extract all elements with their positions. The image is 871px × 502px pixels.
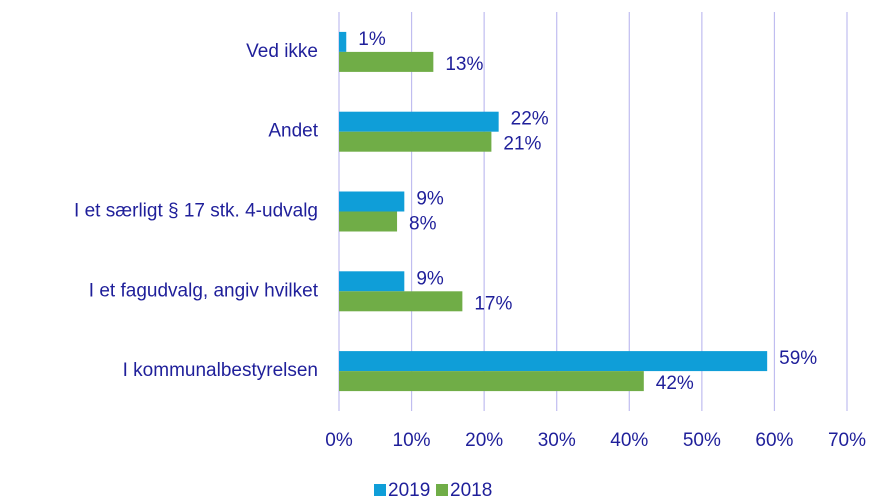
x-tick-label: 0% [325,430,353,451]
bar [339,191,405,212]
bar [339,51,434,72]
legend-swatch [436,484,448,496]
x-tick-label: 40% [610,430,648,451]
bar [339,291,463,312]
bar [339,351,768,372]
legend-label: 2019 [388,480,430,501]
data-label: 8% [409,214,437,235]
data-label: 9% [416,268,444,289]
data-label: 59% [779,348,817,369]
data-label: 21% [503,134,541,155]
x-tick-label: 30% [538,430,576,451]
legend-swatch [374,484,386,496]
bar [339,211,398,232]
x-tick-label: 20% [465,430,503,451]
category-label: Ved ikke [246,41,318,62]
data-label: 13% [445,54,483,75]
category-label: I et særligt § 17 stk. 4-udvalg [74,201,318,222]
data-label: 17% [474,293,512,314]
data-label: 9% [416,189,444,210]
category-label: Andet [268,121,318,142]
data-label: 1% [358,29,386,50]
x-tick-label: 10% [393,430,431,451]
bar [339,131,492,152]
bar [339,271,405,292]
legend-label: 2018 [450,480,492,501]
bar [339,111,499,132]
x-tick-label: 50% [683,430,721,451]
category-label: I kommunalbestyrelsen [123,360,318,381]
x-tick-label: 70% [828,430,866,451]
data-label: 42% [656,373,694,394]
category-label: I et fagudvalg, angiv hvilket [89,280,319,301]
bar [339,371,644,392]
bar [339,31,347,52]
data-label: 22% [511,109,549,130]
x-tick-label: 60% [755,430,793,451]
